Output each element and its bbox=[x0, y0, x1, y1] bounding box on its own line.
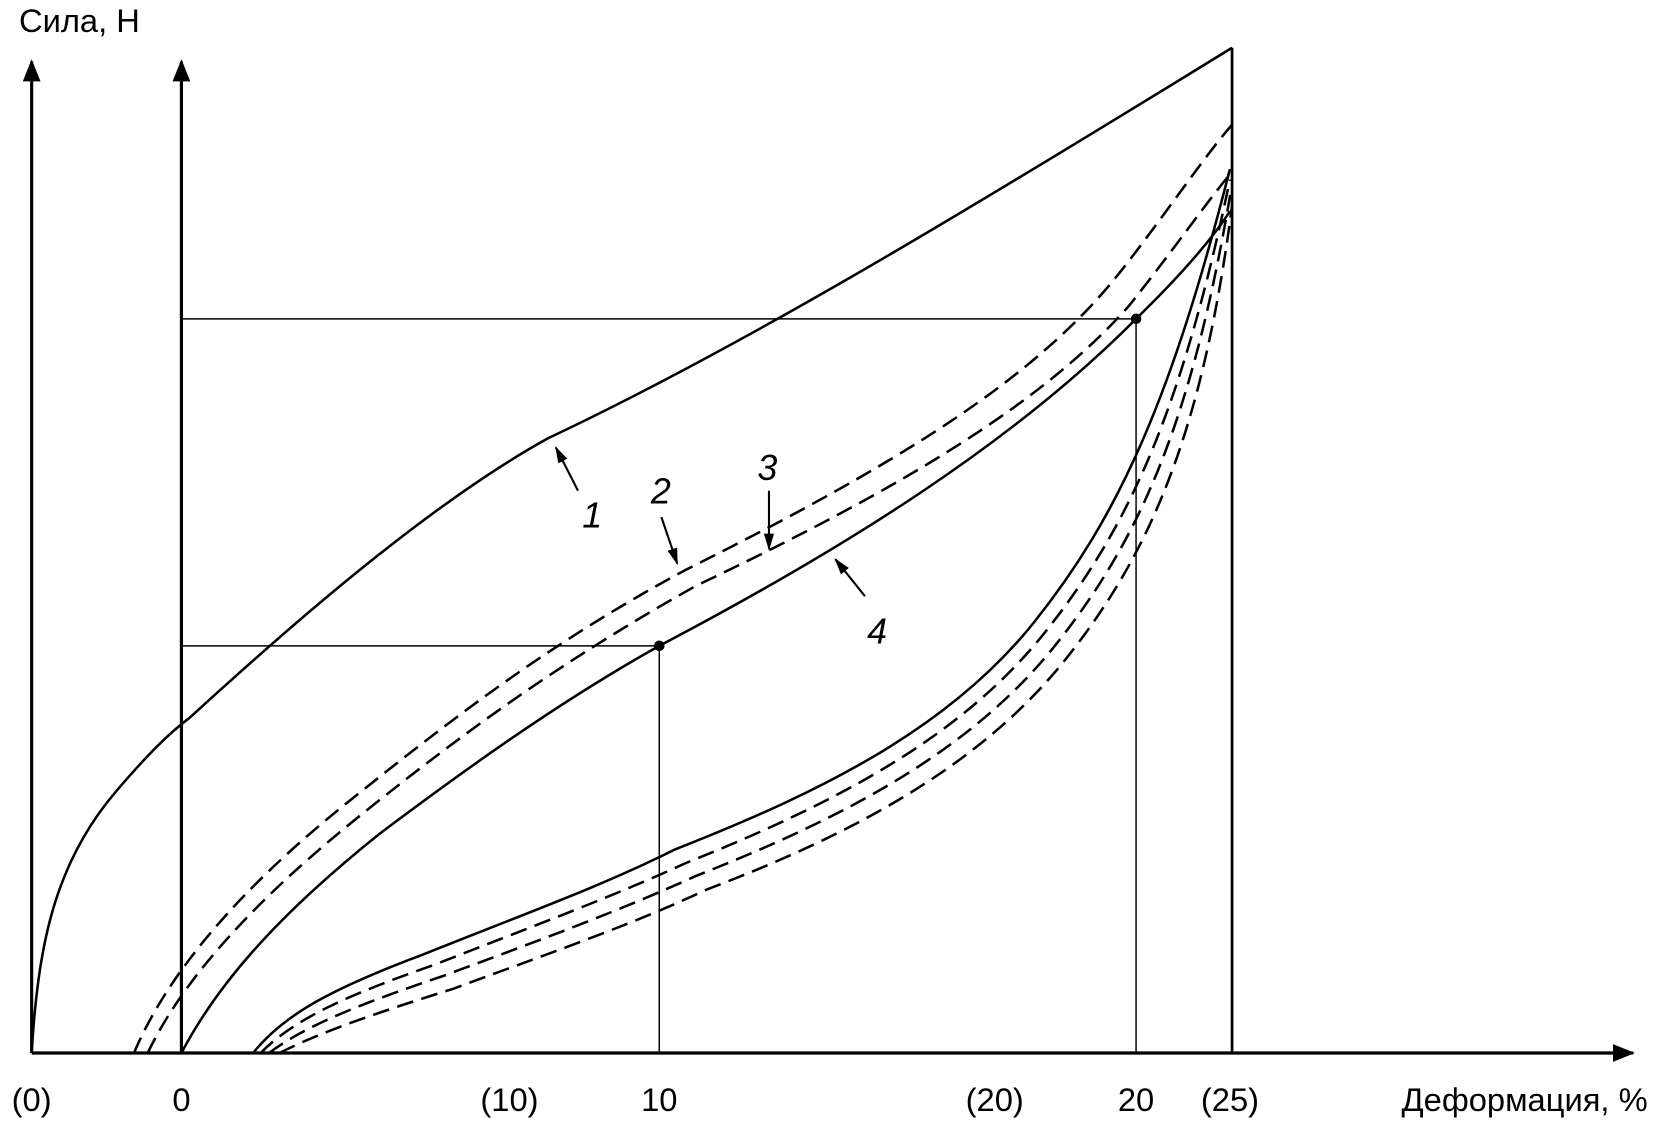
curve-4-loading bbox=[180, 210, 1232, 1054]
unloading-3 bbox=[268, 189, 1233, 1055]
curve-label: 4 bbox=[867, 612, 887, 652]
curve-label: 2 bbox=[650, 471, 671, 511]
unloading-1 bbox=[252, 168, 1232, 1054]
curve-label: 1 bbox=[582, 496, 602, 536]
x-tick-outer: (0) bbox=[12, 1081, 52, 1118]
x-tick-inner: 0 bbox=[172, 1081, 190, 1118]
label-arrows bbox=[554, 446, 866, 597]
unloading-2 bbox=[259, 179, 1232, 1054]
curve-3-loading bbox=[146, 173, 1231, 1054]
x-tick-inner: 10 bbox=[641, 1081, 677, 1118]
x-tick-outer: (20) bbox=[966, 1081, 1024, 1118]
curve-1 bbox=[30, 46, 1233, 1054]
curve-2-loading bbox=[132, 123, 1234, 1054]
y-axis-label: Сила, Н bbox=[19, 2, 140, 39]
x-tick-outer: (10) bbox=[480, 1081, 538, 1118]
x-tick-outer: (25) bbox=[1201, 1081, 1259, 1118]
curve-label: 3 bbox=[757, 448, 777, 488]
guides bbox=[181, 318, 1137, 1054]
x-axis-label: Деформация, % bbox=[1402, 1081, 1648, 1118]
x-tick-inner: 20 bbox=[1118, 1081, 1154, 1118]
unloading-4 bbox=[278, 205, 1234, 1055]
